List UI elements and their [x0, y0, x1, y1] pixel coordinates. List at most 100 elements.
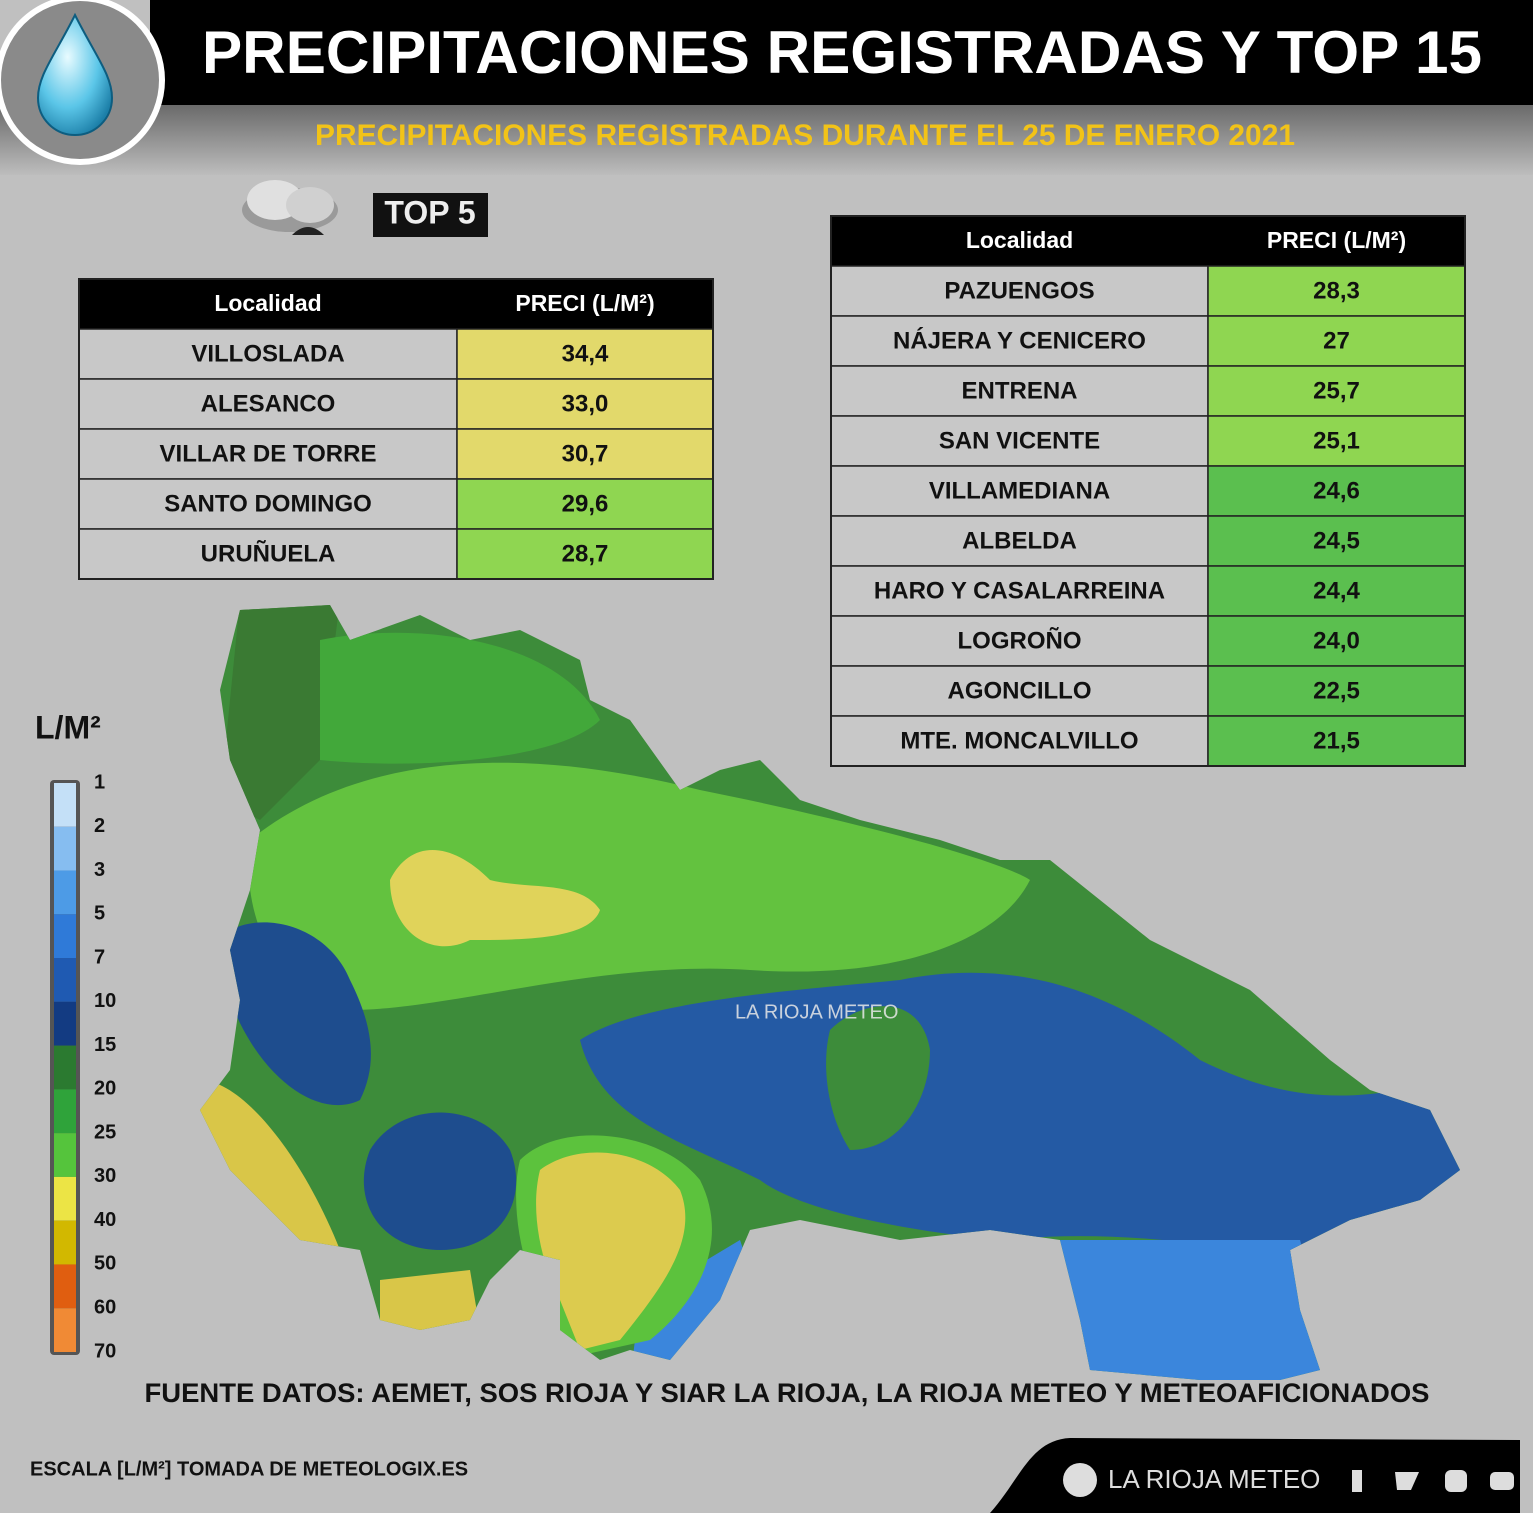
precipitation: 29,6: [562, 490, 609, 517]
social-icons: [1352, 1470, 1514, 1492]
table-border: [830, 215, 1466, 767]
legend-tick-label: 15: [94, 1034, 116, 1056]
column-header: Localidad: [214, 290, 321, 316]
value-cell: [1207, 565, 1466, 617]
legend-segment: [54, 958, 76, 1002]
legend-tick-label: 5: [94, 903, 105, 925]
value-cell: [456, 478, 714, 530]
name-cell: [78, 528, 458, 580]
watermark: LA RIOJA METEO: [735, 1001, 898, 1023]
top5-badge-bg: [373, 193, 488, 237]
precipitation: 24,4: [1313, 577, 1360, 604]
value-cell: [1207, 365, 1466, 417]
footer-brand: LA RIOJA METEO: [1108, 1464, 1320, 1494]
legend-segment: [54, 870, 76, 915]
title: PRECIPITACIONES REGISTRADAS Y TOP 15: [202, 19, 1482, 86]
legend-segment: [54, 1220, 76, 1265]
locality: ALESANCO: [201, 390, 336, 417]
legend-title: L/M²: [35, 709, 101, 745]
precipitation: 25,1: [1313, 427, 1360, 454]
name-cell: [830, 265, 1209, 317]
legend-segment: [54, 1176, 76, 1221]
value-cell: [1207, 465, 1466, 517]
legend-segment: [54, 1045, 76, 1090]
locality: LOGROÑO: [958, 626, 1082, 654]
precipitation: 22,5: [1313, 677, 1360, 704]
precipitation: 24,0: [1313, 627, 1360, 654]
value-cell: [1207, 315, 1466, 367]
footer-band: [990, 1438, 1520, 1513]
locality: HARO Y CASALARREINA: [874, 577, 1165, 604]
legend-segment: [54, 914, 76, 959]
locality: PAZUENGOS: [944, 277, 1094, 304]
legend-segment: [54, 1133, 76, 1177]
name-cell: [830, 465, 1209, 517]
column-header: Localidad: [966, 227, 1073, 253]
value-cell: [1207, 415, 1466, 467]
locality: ALBELDA: [962, 527, 1077, 554]
value-cell: [456, 378, 714, 430]
name-cell: [78, 478, 458, 530]
legend-segment: [54, 1264, 76, 1309]
precipitation: 27: [1323, 327, 1350, 354]
name-cell: [830, 315, 1209, 367]
legend-tick-label: 7: [94, 946, 105, 968]
footer-logo: [1063, 1463, 1097, 1497]
drop-icon: [36, 12, 114, 136]
legend: 1 2 3 5 7 10 15 20 25 30 40 50 60 70: [50, 771, 116, 1362]
locality: SAN VICENTE: [939, 427, 1100, 454]
scale-note: ESCALA [L/M²] TOMADA DE METEOLOGIX.ES: [30, 1458, 468, 1480]
value-cell: [456, 328, 714, 380]
precipitation: 24,5: [1313, 527, 1360, 554]
column-header: PRECI (L/M²): [515, 290, 654, 316]
table-border: [78, 278, 714, 580]
legend-tick-label: 40: [94, 1209, 116, 1231]
locality: URUÑUELA: [201, 539, 336, 567]
legend-tick-label: 30: [94, 1165, 116, 1187]
precipitation: 25,7: [1313, 377, 1360, 404]
locality: NÁJERA Y CENICERO: [893, 326, 1146, 354]
name-cell: [78, 428, 458, 480]
legend-segment: [54, 783, 76, 827]
precipitation: 34,4: [562, 340, 609, 367]
legend-tick-label: 70: [94, 1340, 116, 1362]
value-cell: [1207, 665, 1466, 717]
name-cell: [830, 665, 1209, 717]
value-cell: [1207, 615, 1466, 667]
locality: AGONCILLO: [948, 677, 1092, 704]
precipitation: 30,7: [562, 440, 609, 467]
locality: ENTRENA: [961, 377, 1077, 404]
locality: VILLAMEDIANA: [929, 477, 1110, 504]
precipitation: 33,0: [562, 390, 609, 417]
precipitation: 28,7: [562, 540, 609, 567]
legend-tick-label: 3: [94, 859, 105, 881]
legend-segment: [54, 826, 76, 871]
top5-badge: TOP 5: [384, 194, 475, 230]
title-band: [150, 0, 1533, 105]
legend-segment: [54, 1001, 76, 1046]
legend-tick-label: 60: [94, 1297, 116, 1319]
legend-tick-label: 25: [94, 1121, 116, 1143]
locality: SANTO DOMINGO: [164, 490, 372, 517]
legend-tick-label: 2: [94, 815, 105, 837]
legend-tick-label: 10: [94, 990, 116, 1012]
legend-tick-label: 50: [94, 1253, 116, 1275]
subtitle-band: [0, 105, 1533, 175]
legend-tick-label: 1: [94, 771, 105, 793]
precipitation: 24,6: [1313, 477, 1360, 504]
top15-table: Localidad PRECI (L/M²) PAZUENGOS 28,3 NÁJERA…: [830, 215, 1466, 767]
precipitation: 28,3: [1313, 277, 1360, 304]
legend-segment: [54, 1089, 76, 1134]
precipitation: 21,5: [1313, 727, 1360, 754]
header-row: [79, 279, 713, 329]
value-cell: [1207, 715, 1466, 767]
locality: VILLOSLADA: [191, 340, 344, 367]
source: FUENTE DATOS: AEMET, SOS RIOJA Y SIAR LA…: [145, 1378, 1430, 1408]
name-cell: [830, 565, 1209, 617]
legend-segment: [54, 1308, 76, 1352]
top5-table: Localidad PRECI (L/M²) VILLOSLADA 34,4 ALESA…: [78, 278, 714, 580]
cloud-icon: [242, 180, 338, 235]
column-header: PRECI (L/M²): [1267, 227, 1406, 253]
value-cell: [456, 428, 714, 480]
